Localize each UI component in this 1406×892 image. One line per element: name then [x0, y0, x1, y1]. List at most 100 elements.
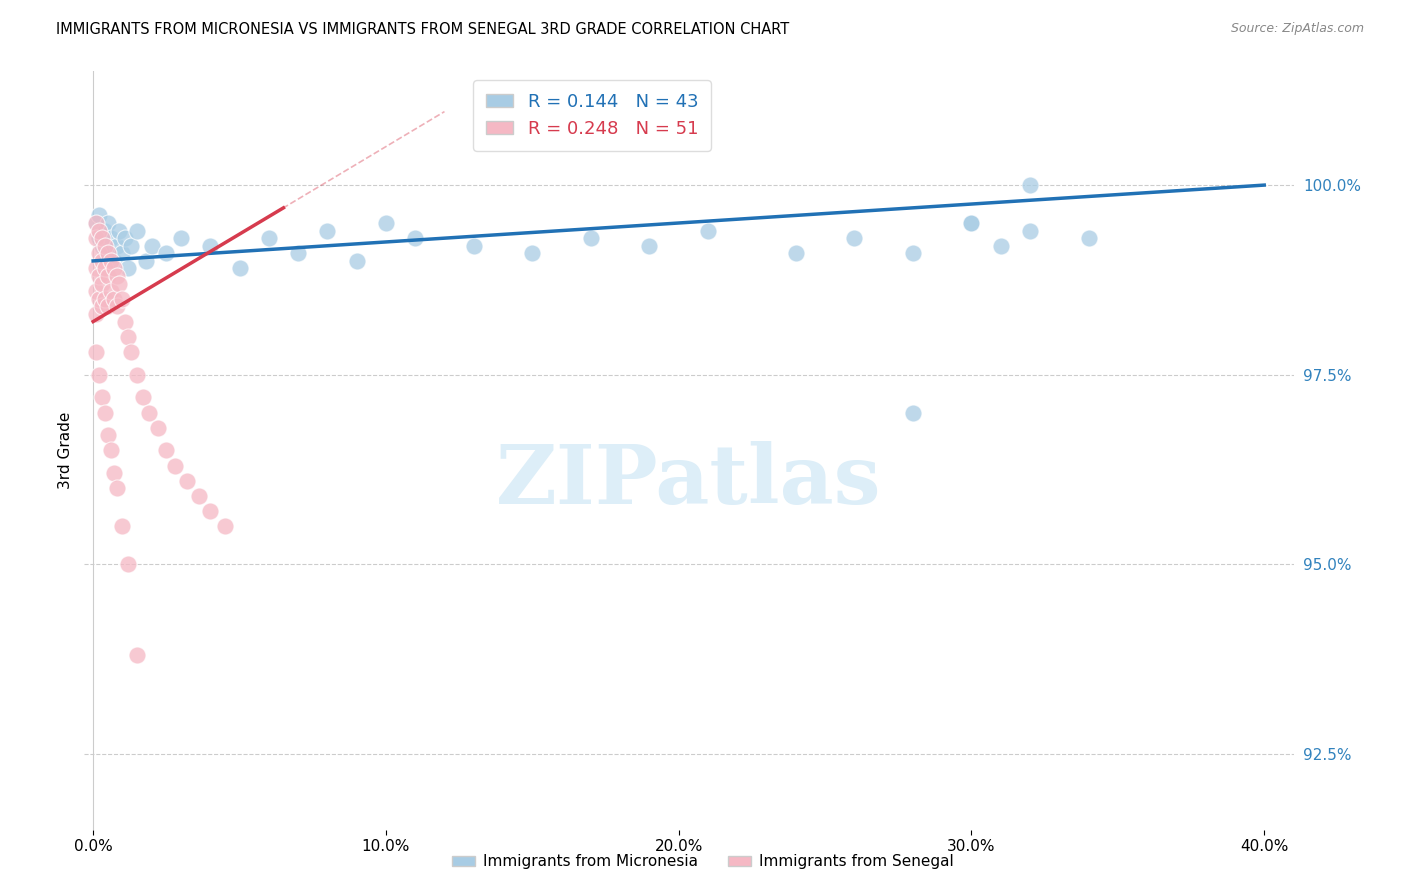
Point — [84, 231, 107, 245]
Point — [90, 231, 112, 245]
Point — [100, 231, 122, 245]
Point — [146, 421, 169, 435]
Point — [94, 406, 117, 420]
Point — [117, 261, 139, 276]
Point — [97, 300, 120, 314]
Point — [990, 239, 1012, 253]
Point — [103, 292, 125, 306]
Point — [114, 231, 136, 245]
Point — [90, 254, 112, 268]
Point — [374, 216, 396, 230]
Point — [120, 345, 142, 359]
Text: IMMIGRANTS FROM MICRONESIA VS IMMIGRANTS FROM SENEGAL 3RD GRADE CORRELATION CHAR: IMMIGRANTS FROM MICRONESIA VS IMMIGRANTS… — [56, 22, 790, 37]
Legend: R = 0.144   N = 43, R = 0.248   N = 51: R = 0.144 N = 43, R = 0.248 N = 51 — [474, 80, 711, 151]
Point — [90, 391, 112, 405]
Text: Source: ZipAtlas.com: Source: ZipAtlas.com — [1230, 22, 1364, 36]
Point — [90, 300, 112, 314]
Point — [87, 246, 110, 260]
Point — [844, 231, 866, 245]
Point — [901, 406, 924, 420]
Point — [103, 467, 125, 481]
Point — [228, 261, 250, 276]
Point — [111, 519, 134, 533]
Point — [214, 519, 236, 533]
Point — [108, 277, 131, 291]
Point — [114, 314, 136, 328]
Point — [87, 269, 110, 284]
Point — [94, 224, 117, 238]
Point — [960, 216, 983, 230]
Point — [125, 648, 148, 663]
Point — [84, 261, 107, 276]
Point — [84, 216, 107, 230]
Point — [1019, 178, 1042, 193]
Point — [141, 239, 163, 253]
Point — [135, 254, 157, 268]
Point — [579, 231, 602, 245]
Point — [84, 216, 107, 230]
Point — [697, 224, 720, 238]
Point — [97, 216, 120, 230]
Point — [522, 246, 544, 260]
Point — [87, 231, 110, 245]
Point — [84, 307, 107, 321]
Point — [960, 216, 983, 230]
Point — [117, 558, 139, 572]
Point — [155, 246, 177, 260]
Point — [404, 231, 426, 245]
Point — [901, 246, 924, 260]
Point — [257, 231, 280, 245]
Point — [138, 406, 160, 420]
Point — [287, 246, 309, 260]
Point — [111, 292, 134, 306]
Point — [125, 224, 148, 238]
Point — [463, 239, 485, 253]
Point — [1019, 224, 1042, 238]
Text: ZIPatlas: ZIPatlas — [496, 441, 882, 521]
Point — [87, 368, 110, 382]
Point — [87, 209, 110, 223]
Point — [200, 239, 222, 253]
Point — [117, 330, 139, 344]
Point — [155, 443, 177, 458]
Point — [94, 292, 117, 306]
Point — [108, 224, 131, 238]
Point — [84, 345, 107, 359]
Point — [785, 246, 807, 260]
Point — [125, 368, 148, 382]
Point — [90, 277, 112, 291]
Point — [94, 261, 117, 276]
Point — [316, 224, 339, 238]
Point — [105, 300, 128, 314]
Point — [105, 269, 128, 284]
Point — [105, 239, 128, 253]
Point — [111, 246, 134, 260]
Legend: Immigrants from Micronesia, Immigrants from Senegal: Immigrants from Micronesia, Immigrants f… — [446, 848, 960, 875]
Point — [103, 261, 125, 276]
Point — [132, 391, 155, 405]
Point — [105, 481, 128, 495]
Point — [100, 443, 122, 458]
Point — [103, 254, 125, 268]
Point — [97, 246, 120, 260]
Point — [87, 224, 110, 238]
Point — [100, 254, 122, 268]
Point — [170, 231, 193, 245]
Point — [90, 239, 112, 253]
Point — [1077, 231, 1099, 245]
Point — [97, 246, 120, 260]
Point — [87, 292, 110, 306]
Point — [97, 269, 120, 284]
Point — [187, 489, 209, 503]
Y-axis label: 3rd Grade: 3rd Grade — [58, 412, 73, 489]
Point — [120, 239, 142, 253]
Point — [100, 285, 122, 299]
Point — [200, 504, 222, 518]
Point — [165, 458, 187, 473]
Point — [638, 239, 661, 253]
Point — [346, 254, 368, 268]
Point — [97, 428, 120, 442]
Point — [176, 474, 198, 488]
Point — [84, 285, 107, 299]
Point — [94, 239, 117, 253]
